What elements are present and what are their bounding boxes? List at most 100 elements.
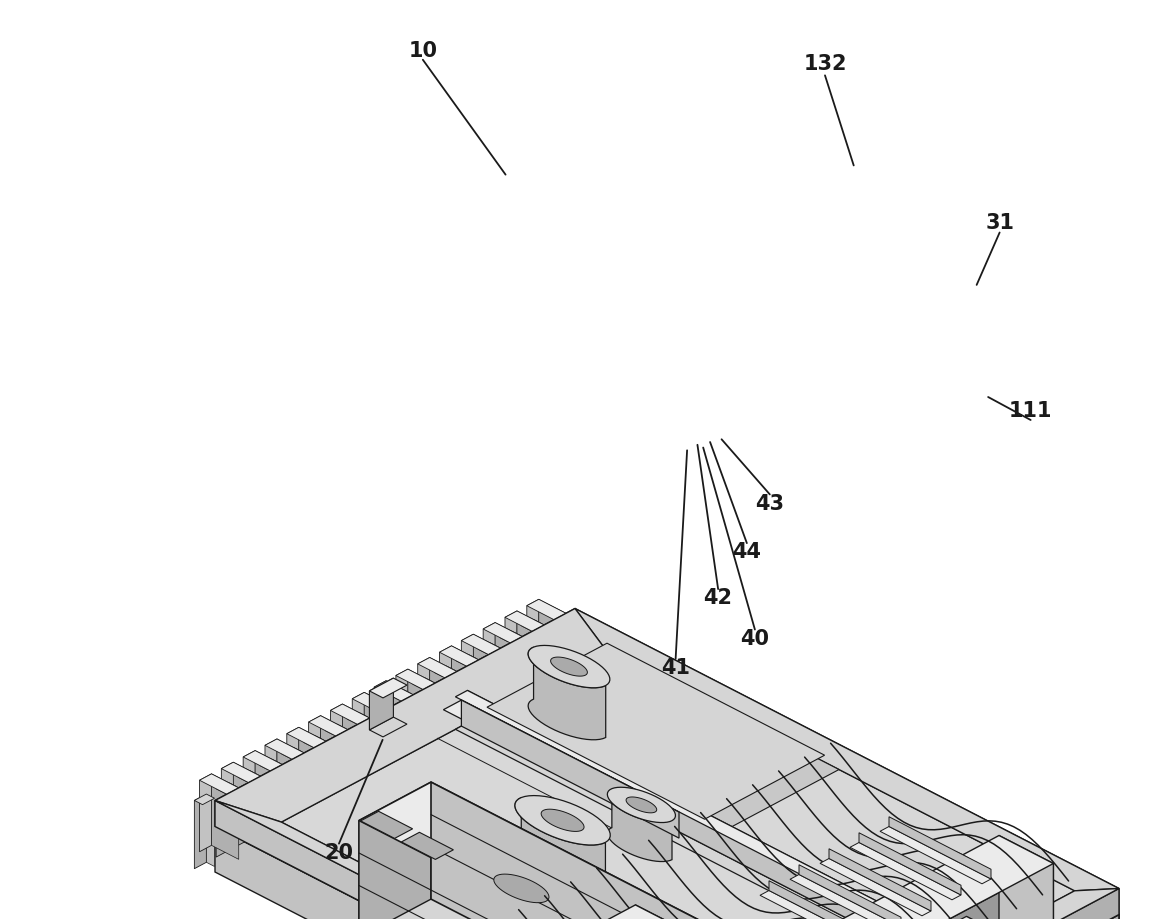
- Polygon shape: [250, 771, 259, 844]
- Polygon shape: [430, 657, 457, 743]
- Text: 20: 20: [324, 843, 354, 863]
- Polygon shape: [479, 650, 722, 776]
- Polygon shape: [244, 751, 283, 771]
- Polygon shape: [361, 811, 412, 838]
- Polygon shape: [215, 608, 606, 823]
- Polygon shape: [347, 712, 360, 788]
- Polygon shape: [456, 654, 468, 729]
- Polygon shape: [216, 782, 229, 857]
- Polygon shape: [828, 849, 931, 911]
- Polygon shape: [303, 736, 316, 811]
- Polygon shape: [424, 677, 433, 750]
- Polygon shape: [391, 689, 403, 764]
- Polygon shape: [401, 833, 454, 859]
- Polygon shape: [412, 677, 433, 688]
- Polygon shape: [282, 650, 1074, 919]
- Polygon shape: [316, 736, 324, 809]
- Polygon shape: [215, 800, 759, 919]
- Polygon shape: [750, 889, 1119, 919]
- Polygon shape: [550, 657, 587, 676]
- Polygon shape: [517, 611, 545, 697]
- Polygon shape: [222, 762, 233, 840]
- Polygon shape: [504, 611, 517, 689]
- Polygon shape: [309, 716, 321, 794]
- Polygon shape: [608, 788, 676, 823]
- Polygon shape: [233, 762, 261, 847]
- Polygon shape: [244, 751, 255, 828]
- Polygon shape: [473, 634, 501, 720]
- Polygon shape: [418, 657, 457, 678]
- Polygon shape: [478, 642, 489, 718]
- Polygon shape: [358, 782, 771, 919]
- Polygon shape: [303, 736, 324, 746]
- Polygon shape: [396, 669, 435, 689]
- Polygon shape: [386, 681, 414, 766]
- Polygon shape: [309, 716, 348, 736]
- Polygon shape: [360, 712, 368, 785]
- Polygon shape: [489, 642, 499, 715]
- Polygon shape: [260, 759, 280, 770]
- Polygon shape: [369, 678, 407, 698]
- Polygon shape: [529, 645, 610, 687]
- Polygon shape: [277, 739, 304, 824]
- Polygon shape: [353, 692, 392, 713]
- Polygon shape: [265, 739, 304, 759]
- Polygon shape: [358, 782, 431, 919]
- Polygon shape: [574, 608, 1119, 891]
- Polygon shape: [342, 704, 370, 789]
- Polygon shape: [369, 701, 381, 776]
- Polygon shape: [529, 647, 606, 740]
- Polygon shape: [331, 704, 342, 782]
- Polygon shape: [966, 916, 994, 919]
- Polygon shape: [434, 666, 446, 741]
- Polygon shape: [522, 619, 533, 694]
- Polygon shape: [799, 865, 901, 919]
- Polygon shape: [511, 631, 520, 704]
- Text: 111: 111: [1009, 401, 1052, 421]
- Polygon shape: [200, 774, 239, 794]
- Polygon shape: [440, 646, 479, 666]
- Polygon shape: [238, 771, 259, 781]
- Polygon shape: [282, 747, 294, 823]
- Polygon shape: [526, 599, 566, 619]
- Polygon shape: [215, 634, 1119, 919]
- Polygon shape: [200, 774, 211, 852]
- Polygon shape: [515, 796, 610, 845]
- Polygon shape: [229, 782, 237, 855]
- Polygon shape: [294, 747, 302, 820]
- Polygon shape: [381, 701, 390, 774]
- Polygon shape: [500, 631, 511, 706]
- Polygon shape: [635, 905, 703, 919]
- Polygon shape: [194, 794, 215, 805]
- Polygon shape: [375, 681, 386, 759]
- Polygon shape: [843, 864, 1054, 919]
- Polygon shape: [455, 690, 936, 919]
- Polygon shape: [282, 747, 302, 758]
- Polygon shape: [260, 759, 272, 834]
- Polygon shape: [931, 916, 994, 919]
- Polygon shape: [194, 794, 207, 868]
- Polygon shape: [444, 700, 679, 822]
- Polygon shape: [478, 642, 499, 653]
- Text: 132: 132: [803, 54, 847, 74]
- Polygon shape: [412, 677, 424, 753]
- Polygon shape: [369, 678, 393, 730]
- Polygon shape: [608, 789, 672, 861]
- Polygon shape: [889, 817, 990, 879]
- Polygon shape: [626, 797, 657, 812]
- Polygon shape: [418, 657, 430, 735]
- Polygon shape: [595, 709, 839, 836]
- Polygon shape: [526, 599, 539, 677]
- Polygon shape: [396, 669, 408, 747]
- Text: 42: 42: [703, 588, 733, 608]
- Polygon shape: [820, 858, 931, 916]
- Polygon shape: [533, 619, 542, 692]
- Polygon shape: [434, 666, 455, 676]
- Polygon shape: [500, 631, 520, 641]
- Polygon shape: [504, 611, 545, 631]
- Polygon shape: [850, 843, 961, 900]
- Polygon shape: [468, 690, 936, 919]
- Polygon shape: [574, 608, 1119, 914]
- Text: 44: 44: [732, 542, 762, 562]
- Polygon shape: [789, 835, 1054, 919]
